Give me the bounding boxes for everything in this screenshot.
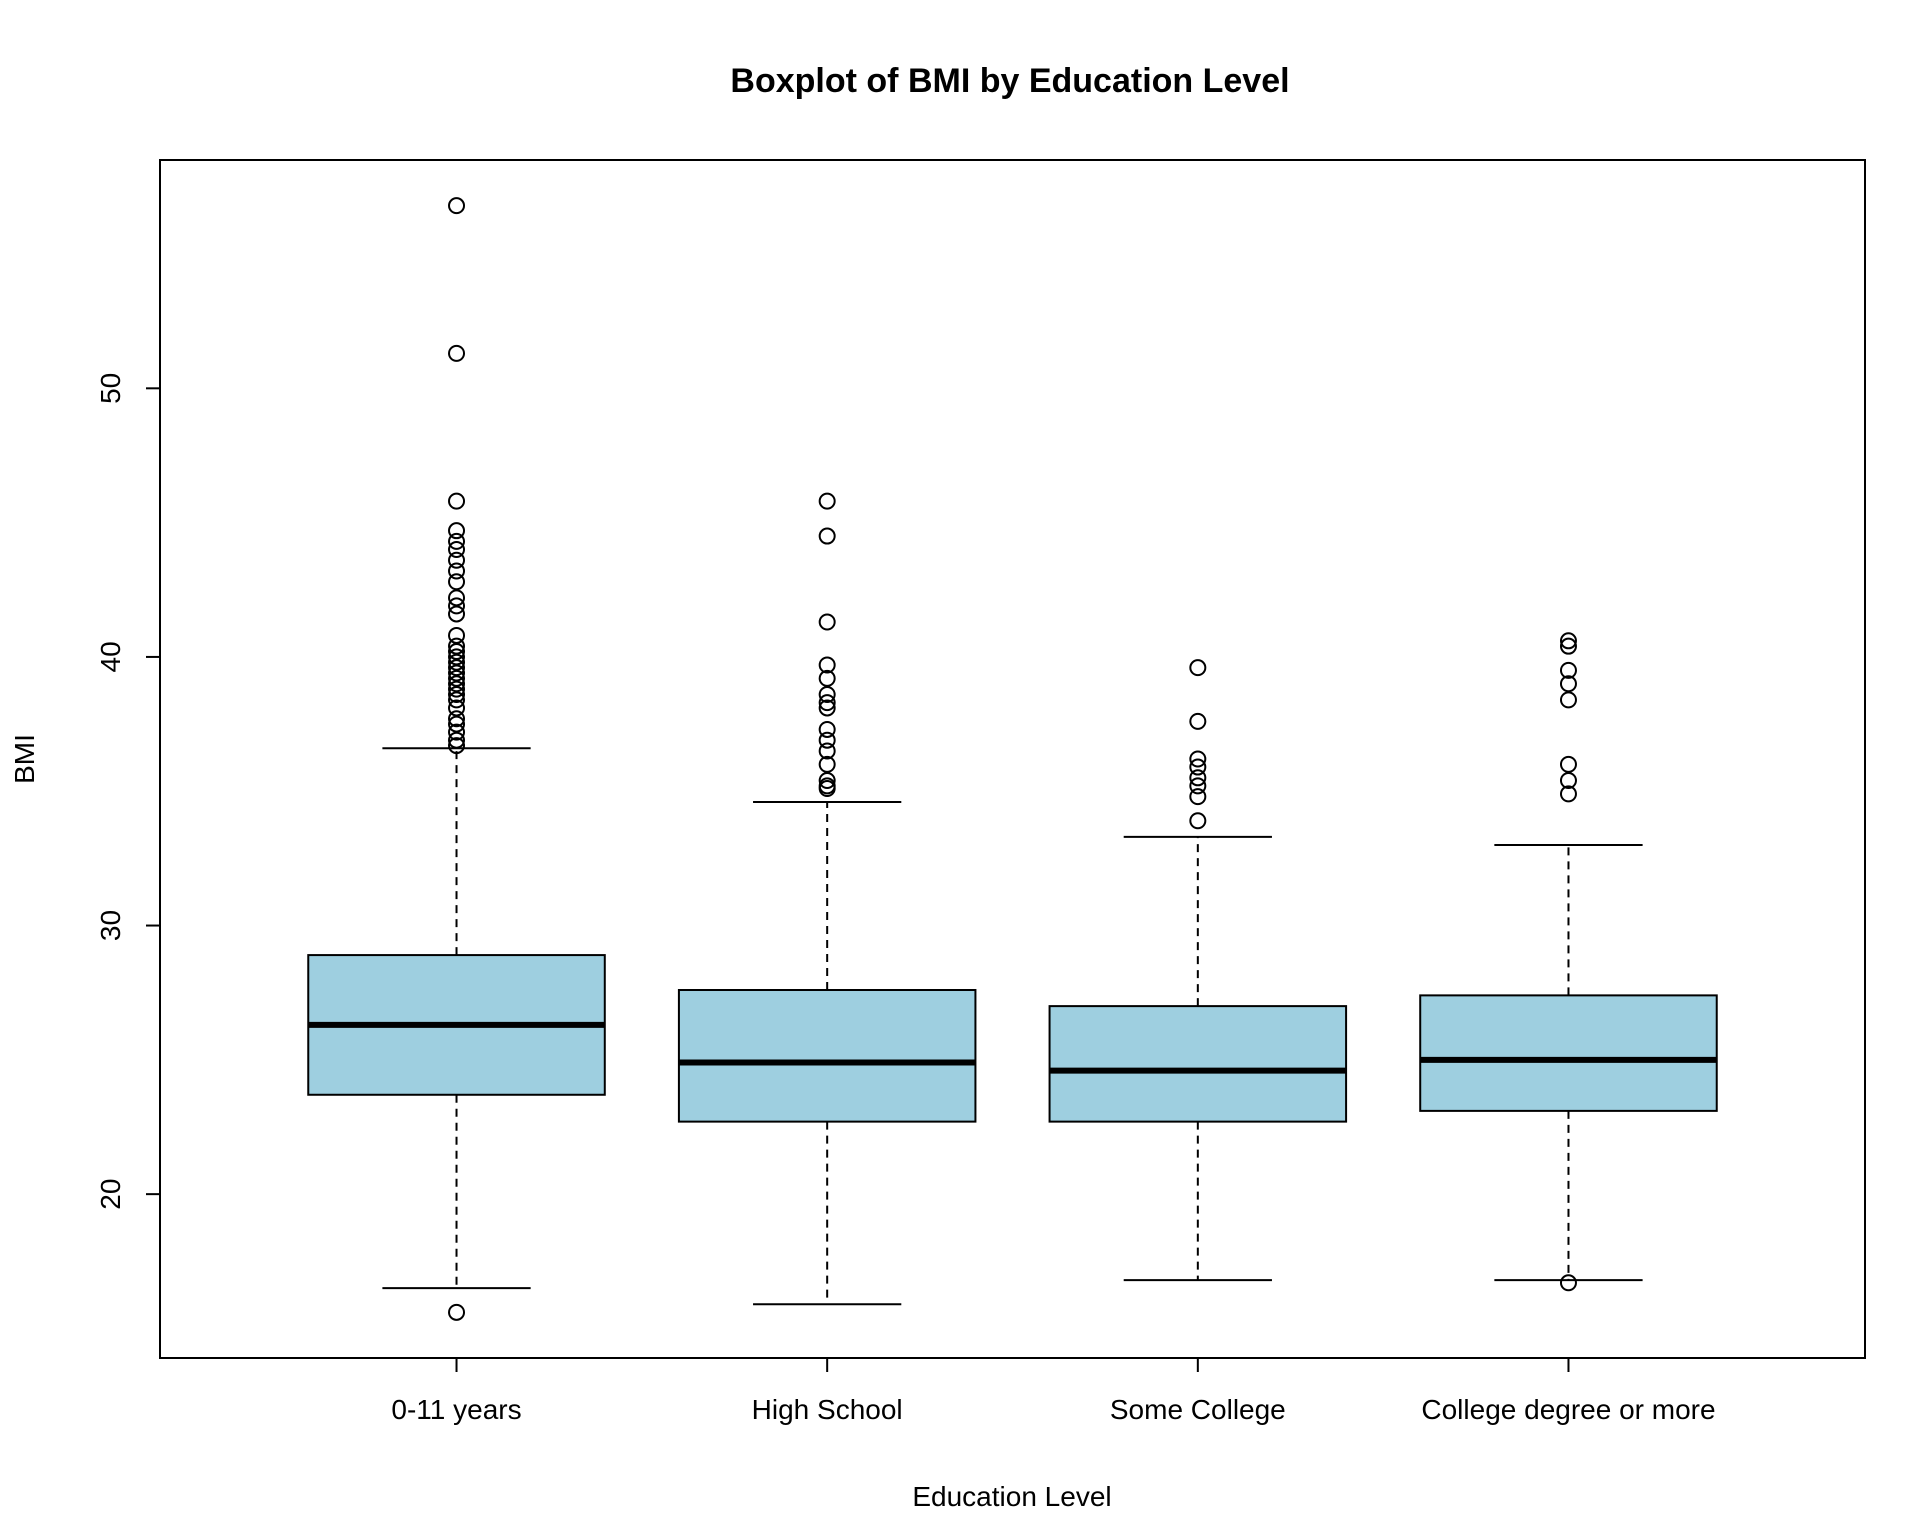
- outlier-point: [448, 699, 466, 717]
- outlier-point: [448, 664, 466, 682]
- plot-frame: [159, 159, 1866, 1359]
- outlier-point: [818, 720, 836, 738]
- outlier-point: [1189, 712, 1207, 730]
- outlier-point: [448, 669, 466, 687]
- y-tick-label: 50: [95, 373, 126, 404]
- x-tick-label: College degree or more: [1421, 1394, 1715, 1425]
- outlier-point: [448, 1303, 466, 1321]
- outlier-point: [1189, 777, 1207, 795]
- outlier-point: [1189, 750, 1207, 768]
- y-tick-label: 20: [95, 1179, 126, 1210]
- outlier-point: [818, 742, 836, 760]
- outlier-point: [818, 669, 836, 687]
- outlier-point: [1559, 691, 1577, 709]
- x-axis: 0-11 years High School Some College College…: [391, 1358, 1716, 1425]
- outlier-point: [448, 344, 466, 362]
- outlier-point: [448, 551, 466, 569]
- box-4: [1419, 632, 1718, 1292]
- x-tick-label: 0-11 years: [391, 1394, 521, 1425]
- outlier-point: [448, 573, 466, 591]
- outlier-point: [448, 643, 466, 661]
- outlier-point: [818, 780, 836, 798]
- outlier-point: [1559, 675, 1577, 693]
- outlier-point: [818, 694, 836, 712]
- y-axis-label: BMI: [9, 734, 40, 784]
- outlier-point: [1559, 632, 1577, 650]
- chart-title: Boxplot of BMI by Education Level: [730, 62, 1289, 100]
- x-tick-label: High School: [752, 1394, 903, 1425]
- iqr-box: [677, 989, 977, 1123]
- outlier-point: [818, 613, 836, 631]
- iqr-box: [1419, 994, 1718, 1112]
- x-axis-label: Education Level: [912, 1481, 1111, 1512]
- x-tick-label: Some College: [1110, 1394, 1286, 1425]
- y-tick-label: 40: [95, 641, 126, 672]
- outlier-point: [818, 527, 836, 545]
- outlier-point: [448, 597, 466, 615]
- outlier-point: [448, 522, 466, 540]
- outlier-point: [448, 710, 466, 728]
- outlier-point: [448, 562, 466, 580]
- outlier-point: [448, 197, 466, 215]
- outlier-point: [1559, 771, 1577, 789]
- outlier-point: [1189, 758, 1207, 776]
- outlier-point: [448, 532, 466, 550]
- outlier-point: [448, 540, 466, 558]
- outlier-point: [1189, 769, 1207, 787]
- outlier-point: [1189, 788, 1207, 806]
- outlier-point: [448, 723, 466, 741]
- outlier-point: [448, 626, 466, 644]
- outlier-point: [448, 715, 466, 733]
- outlier-point: [1189, 812, 1207, 830]
- outlier-point: [1559, 755, 1577, 773]
- box-3: [1048, 659, 1348, 1282]
- outlier-point: [448, 675, 466, 693]
- outlier-point: [1559, 1274, 1577, 1292]
- outlier-point: [1189, 659, 1207, 677]
- outlier-point: [448, 653, 466, 671]
- y-axis: 20 30 40 50: [95, 373, 160, 1210]
- box-2: [677, 492, 977, 1306]
- outlier-point: [448, 659, 466, 677]
- outlier-point: [448, 686, 466, 704]
- outlier-point: [448, 589, 466, 607]
- outlier-point: [448, 492, 466, 510]
- outlier-point: [448, 648, 466, 666]
- outlier-point: [818, 771, 836, 789]
- outlier-point: [1559, 785, 1577, 803]
- iqr-box: [1048, 1005, 1348, 1123]
- outlier-point: [448, 691, 466, 709]
- outlier-point: [818, 699, 836, 717]
- box-1: [307, 197, 606, 1321]
- outlier-point: [1559, 637, 1577, 655]
- box-group: [307, 197, 1718, 1321]
- outlier-point: [818, 731, 836, 749]
- outlier-point: [448, 605, 466, 623]
- outlier-point: [448, 731, 466, 749]
- outlier-point: [818, 492, 836, 510]
- outlier-point: [818, 656, 836, 674]
- outlier-point: [818, 755, 836, 773]
- y-tick-label: 30: [95, 910, 126, 941]
- outlier-point: [818, 686, 836, 704]
- outlier-point: [448, 737, 466, 755]
- outlier-point: [1559, 661, 1577, 679]
- outlier-point: [448, 680, 466, 698]
- outlier-point: [448, 637, 466, 655]
